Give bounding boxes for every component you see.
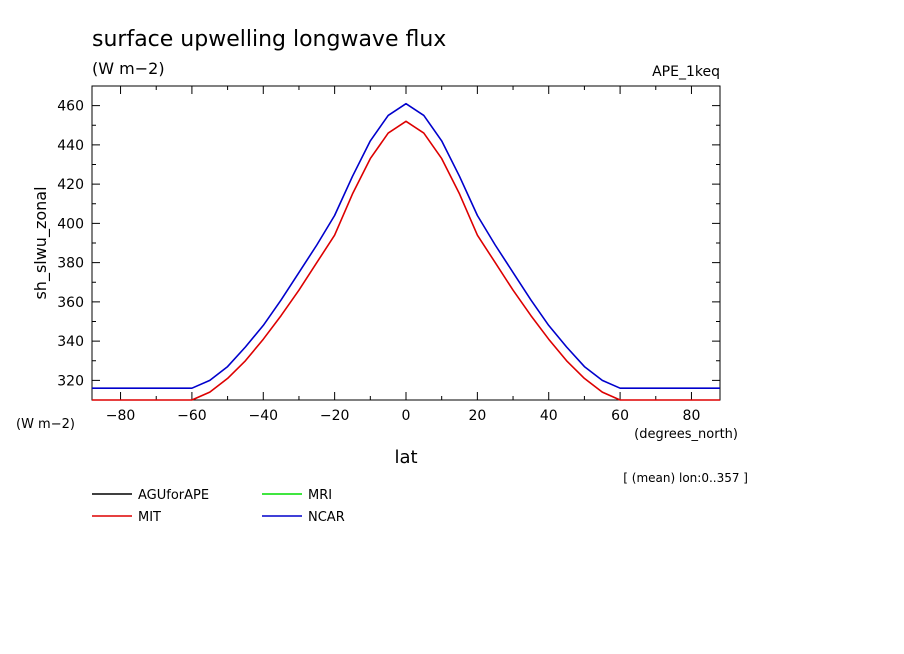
x-tick-label: 60 [611, 408, 629, 424]
y-tick-label: 320 [57, 373, 84, 389]
legend-label-ncar: NCAR [308, 510, 345, 525]
plot-frame [91, 85, 721, 401]
y-tick-label: 340 [57, 334, 84, 350]
y-tick-label: 380 [57, 256, 84, 272]
x-tick-label: −20 [320, 408, 350, 424]
x-tick-label: −60 [177, 408, 207, 424]
experiment-label: APE_1keq [652, 64, 720, 80]
x-tick-label: 20 [468, 408, 486, 424]
legend-label-aguforape: AGUforAPE [138, 488, 209, 503]
y-tick-label: 400 [57, 216, 84, 232]
y-tick-label: 360 [57, 295, 84, 311]
legend: AGUforAPE MRI MIT NCAR [92, 488, 345, 525]
chart-title: surface upwelling longwave flux [92, 27, 446, 52]
y-tick-label: 460 [57, 99, 84, 115]
y-tick-label: 420 [57, 177, 84, 193]
y-axis: 320 340 360 380 400 420 440 460 [57, 85, 720, 401]
x-axis-label: lat [394, 447, 417, 468]
series-lines [92, 102, 720, 401]
x-tick-label: 80 [683, 408, 701, 424]
y-axis-label: sh_slwu_zonal [31, 186, 51, 299]
series-line-ncar [92, 102, 720, 390]
x-tick-label: −80 [106, 408, 136, 424]
x-tick-label: 40 [540, 408, 558, 424]
legend-label-mri: MRI [308, 488, 332, 503]
x-units-label: (degrees_north) [634, 427, 738, 442]
x-tick-label: −40 [248, 408, 278, 424]
y-units-corner: (W m−2) [16, 417, 75, 432]
series-line-mit [92, 120, 720, 401]
x-tick-label: 0 [402, 408, 411, 424]
mean-note: [ (mean) lon:0..357 ] [623, 471, 748, 485]
legend-label-mit: MIT [138, 510, 161, 525]
x-axis: −80 −60 −40 −20 0 20 40 60 80 [106, 86, 701, 424]
y-tick-label: 440 [57, 138, 84, 154]
chart-units: (W m−2) [92, 59, 165, 78]
